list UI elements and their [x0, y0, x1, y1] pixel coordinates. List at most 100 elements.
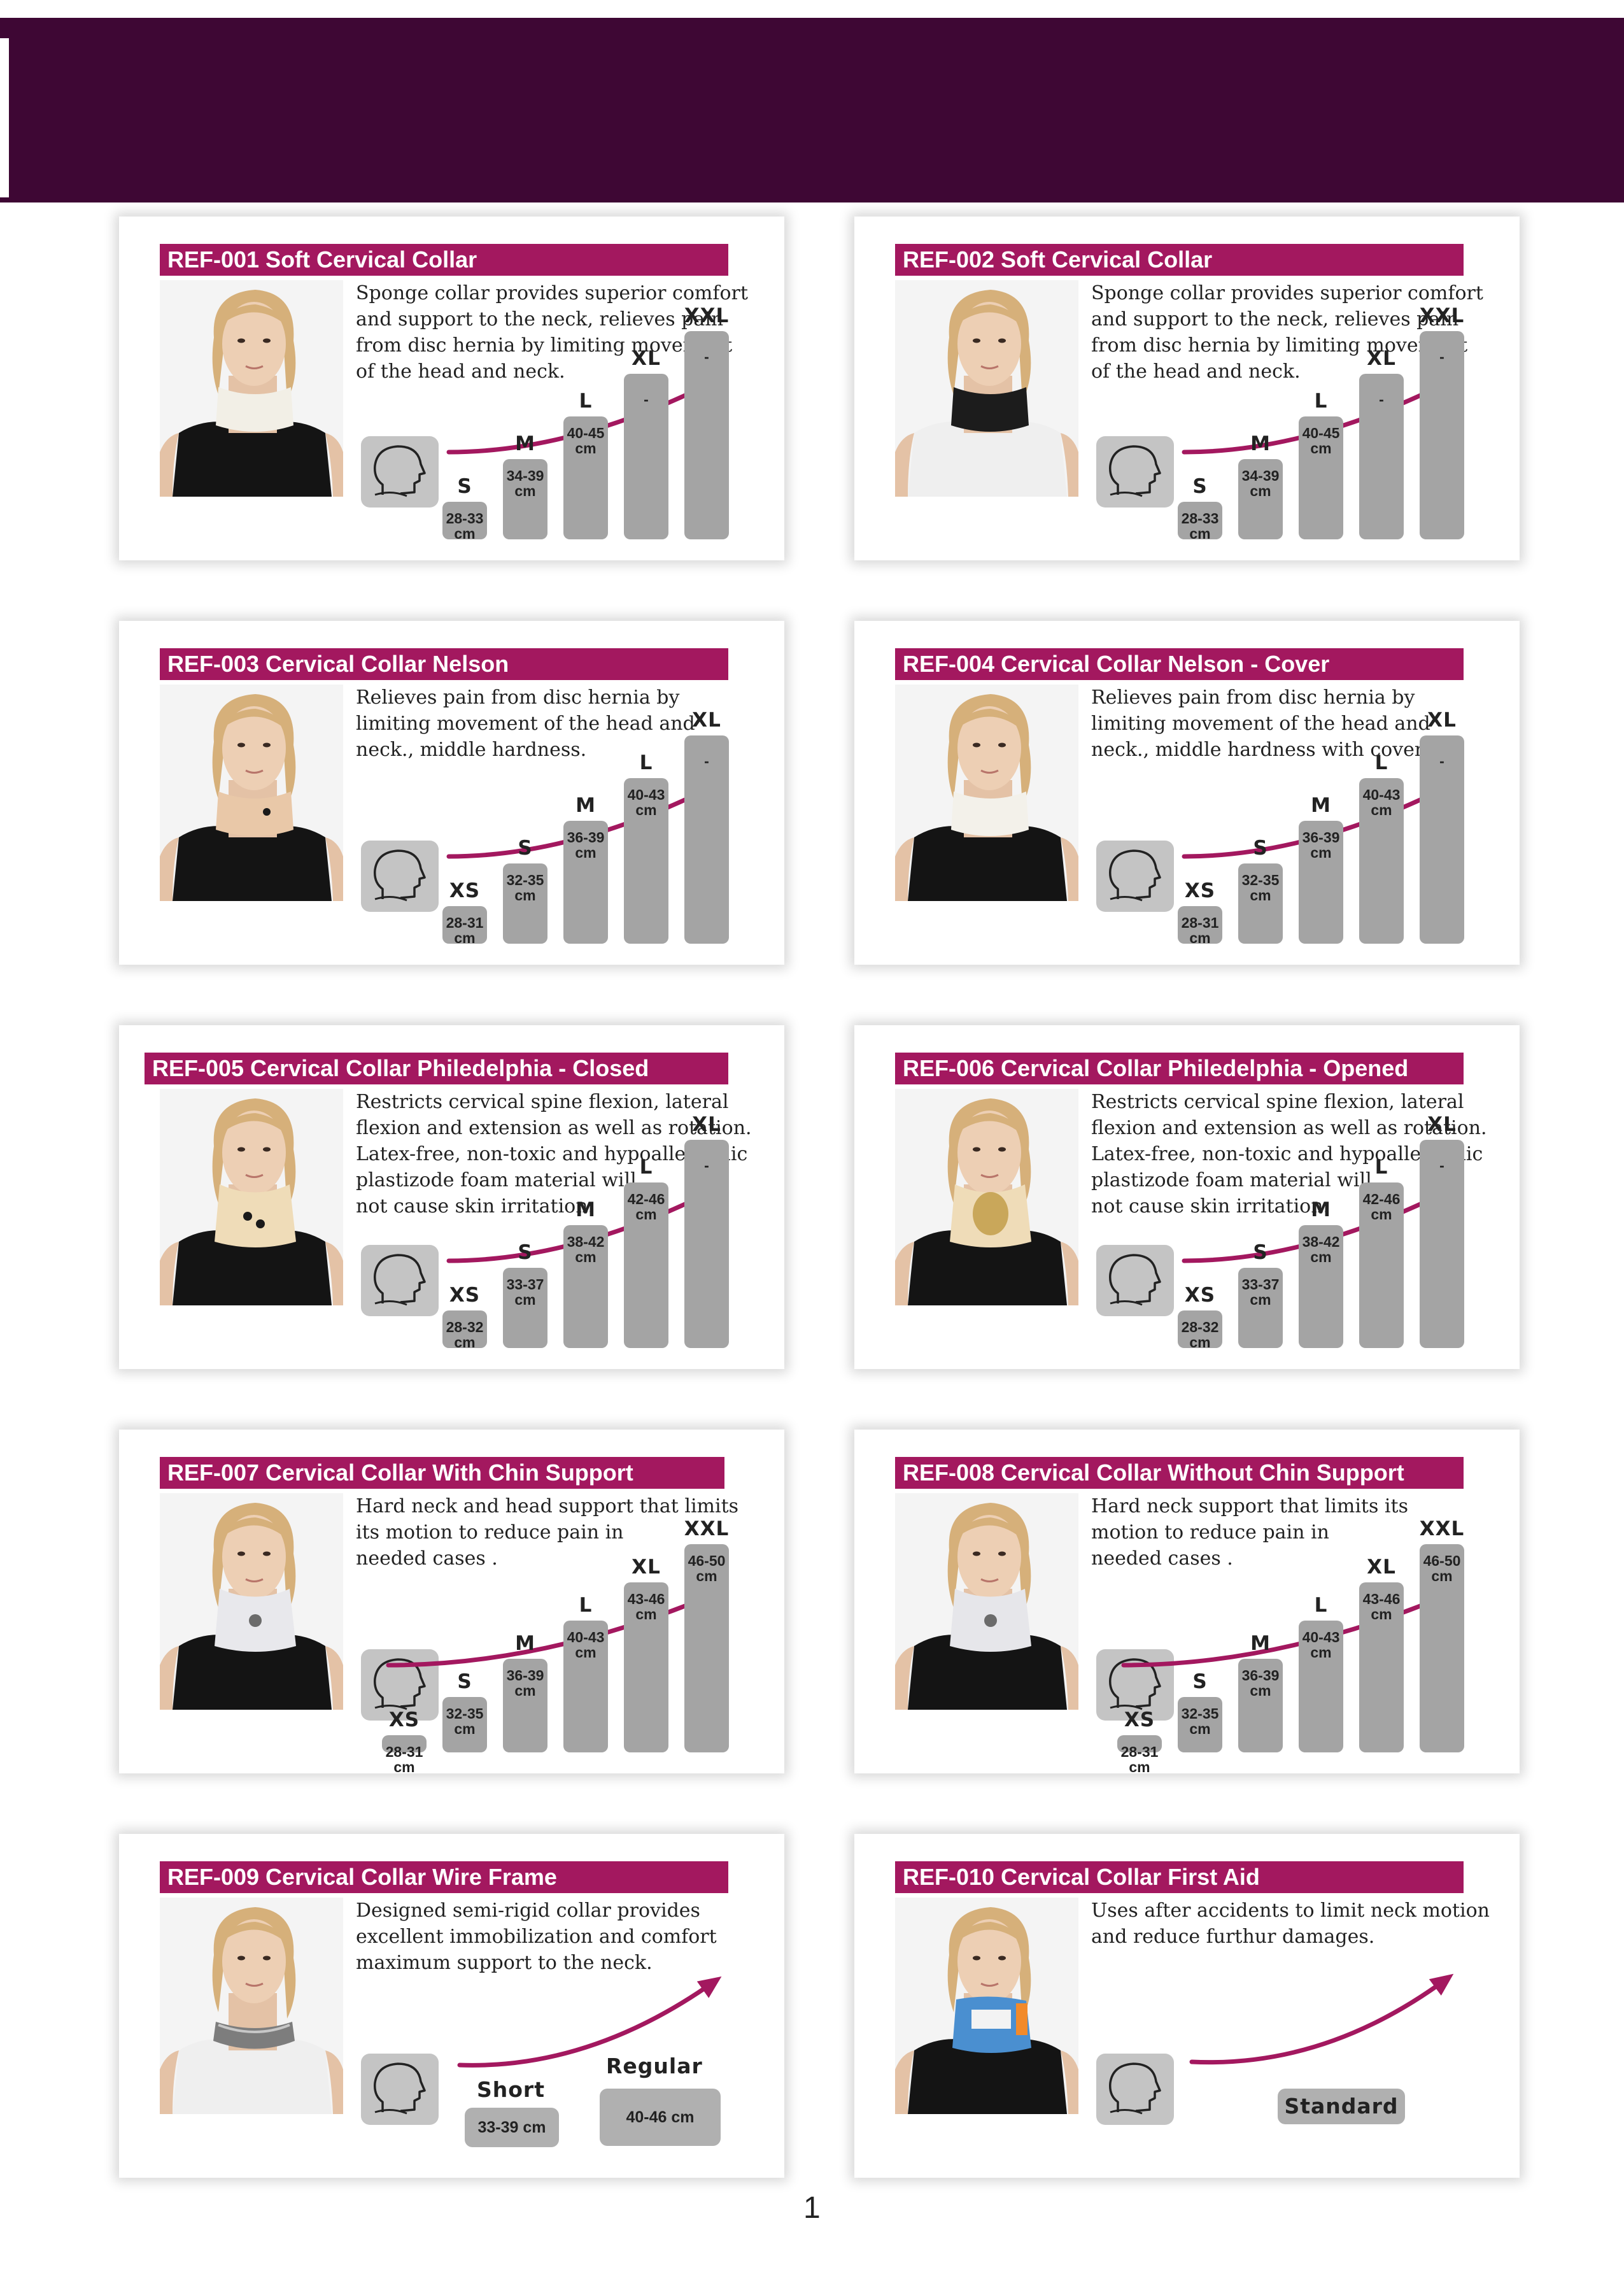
size-label-xxl: XXL [1419, 1517, 1465, 1540]
size-box-m: 38-42 cm [1299, 1225, 1343, 1348]
size-label-l: L [1374, 751, 1388, 774]
head-outline-icon [374, 1254, 426, 1306]
size-range: - [1379, 391, 1384, 408]
size-label-xl: XL [1427, 709, 1457, 732]
size-label-xxl: XXL [684, 304, 730, 327]
size-box-xs: 28-32 cm [442, 1310, 487, 1350]
tank-top [908, 826, 1067, 901]
size-label-s: S [518, 1241, 533, 1264]
head-profile-icon [361, 1649, 439, 1721]
size-box-xl: - [624, 374, 668, 539]
product-title: REF-010 Cervical Collar First Aid [895, 1861, 1464, 1893]
size-box-m: 36-39 cm [1299, 821, 1343, 944]
size-label-short: Short [477, 2077, 545, 2102]
size-label-s: S [457, 475, 472, 498]
size-range: 33-37 cm [506, 1276, 544, 1308]
size-label-xl: XL [632, 347, 661, 370]
face [222, 1919, 286, 2003]
product-description: Hard neck and head support that limits i… [356, 1495, 739, 1570]
size-range: 28-32 cm [1181, 1319, 1219, 1351]
size-box-m: 36-39 cm [503, 1659, 547, 1752]
model-photo [160, 1493, 343, 1710]
product-title: REF-002 Soft Cervical Collar [895, 244, 1464, 276]
product-description: Relieves pain from disc hernia by limiti… [1091, 686, 1430, 761]
size-box-xl: - [684, 1140, 729, 1348]
size-range: 43-46 cm [1362, 1591, 1401, 1622]
size-box-xs: 28-31 cm [1178, 906, 1222, 946]
face [957, 1919, 1021, 2003]
size-box-xl: - [1420, 735, 1464, 944]
model-photo [160, 1089, 343, 1305]
head-profile-icon [1096, 2054, 1174, 2125]
size-pill-short: 33-39 cm [465, 2108, 559, 2147]
model-photo [895, 280, 1078, 497]
head-outline-icon [374, 849, 426, 902]
size-box-l: 40-43 cm [1359, 778, 1404, 944]
size-label-s: S [1253, 1241, 1268, 1264]
tank-top [173, 422, 332, 497]
size-label-m: M [575, 794, 596, 817]
cervical-collar [215, 1184, 296, 1247]
product-description: Sponge collar provides superior comfort … [1091, 282, 1483, 383]
cervical-collar [216, 387, 293, 432]
size-range: 38-42 cm [567, 1233, 605, 1265]
size-label-xs: XS [1124, 1708, 1155, 1731]
size-box-xs: 28-31 cm [442, 906, 487, 946]
size-box-xl: 43-46 cm [1359, 1582, 1404, 1752]
head-outline-icon [374, 1658, 426, 1710]
product-description: Relieves pain from disc hernia by limiti… [356, 686, 695, 761]
size-box-l: 40-45 cm [1299, 416, 1343, 539]
size-label-xs: XS [388, 1708, 420, 1731]
product-card: REF-010 Cervical Collar First Aid Uses af… [854, 1834, 1520, 2178]
face [222, 706, 286, 790]
cervical-collar [951, 792, 1029, 836]
tank-top [908, 422, 1067, 497]
size-box-m: 36-39 cm [563, 821, 608, 944]
size-label-xxl: XXL [684, 1517, 730, 1540]
cervical-collar [216, 792, 293, 836]
product-description: Restricts cervical spine flexion, latera… [1091, 1091, 1487, 1218]
size-range: 38-42 cm [1302, 1233, 1340, 1265]
size-box-xxl: - [1420, 331, 1464, 539]
head-outline-icon [374, 2062, 426, 2115]
size-range: 40-45 cm [567, 425, 605, 457]
size-box-xs: 28-31 cm [1117, 1735, 1162, 1775]
header-band [0, 18, 1624, 202]
size-box-xs: 28-32 cm [1178, 1310, 1222, 1351]
head-outline-icon [374, 445, 426, 497]
header-notch [0, 38, 9, 197]
size-range: 32-35 cm [506, 872, 544, 904]
size-box-l: 42-46 cm [1359, 1182, 1404, 1348]
size-box-xl: 43-46 cm [624, 1582, 668, 1752]
product-card: REF-003 Cervical Collar Nelson Relieves p… [119, 621, 784, 965]
head-profile-icon [1096, 841, 1174, 912]
model-photo [160, 280, 343, 497]
size-label-l: L [1374, 1156, 1388, 1179]
product-description: Designed semi-rigid collar provides exce… [356, 1899, 717, 1974]
tank-top [173, 2039, 332, 2114]
size-box-s: 32-35 cm [1238, 863, 1283, 944]
size-box-s: 28-33 cm [1178, 502, 1222, 541]
size-pill-regular: 40-46 cm [600, 2089, 721, 2146]
size-box-l: 40-43 cm [624, 778, 668, 944]
product-card: REF-004 Cervical Collar Nelson - Cover Re… [854, 621, 1520, 965]
size-box-xs: 28-31 cm [382, 1735, 427, 1775]
model-photo [160, 1898, 343, 2114]
size-box-s: 32-35 cm [442, 1697, 487, 1752]
size-range: 28-31 cm [1181, 914, 1219, 946]
size-box-s: 32-35 cm [503, 863, 547, 944]
size-range: 43-46 cm [627, 1591, 665, 1622]
head-profile-icon [1096, 1649, 1174, 1721]
face [222, 302, 286, 386]
size-label-m: M [515, 432, 535, 455]
product-title: REF-006 Cervical Collar Philedelphia - O… [895, 1053, 1464, 1084]
size-range: 28-31 cm [1120, 1743, 1159, 1775]
product-description: Uses after accidents to limit neck motio… [1091, 1899, 1490, 1948]
size-box-s: 32-35 cm [1178, 1697, 1222, 1752]
model-photo [895, 1493, 1078, 1710]
size-range: 40-45 cm [1302, 425, 1340, 457]
size-range: 28-31 cm [446, 914, 484, 946]
product-title: REF-007 Cervical Collar With Chin Suppor… [160, 1457, 724, 1489]
head-outline-icon [1109, 445, 1161, 497]
size-box-s: 28-33 cm [442, 502, 487, 541]
